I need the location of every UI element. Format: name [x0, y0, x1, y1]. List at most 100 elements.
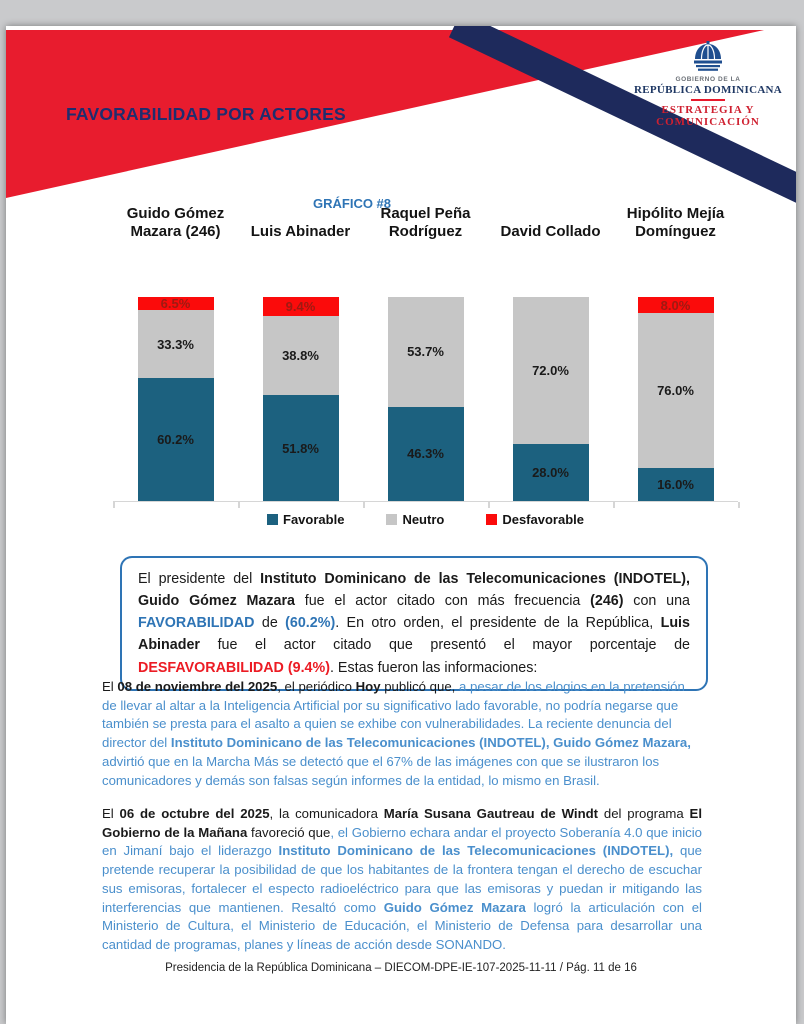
axis-tick	[113, 502, 115, 508]
legend-swatch	[386, 514, 398, 525]
body-paragraph-2: El 06 de octubre del 2025, la comunicado…	[102, 805, 702, 955]
bar-segment-favorable: 51.8%	[262, 395, 339, 501]
bar-value-label: 60.2%	[157, 432, 194, 448]
category-header: Raquel Peña Rodríguez	[380, 204, 471, 241]
chart-legend: Favorable Neutro Desfavorable	[113, 512, 738, 527]
category-header: Luis Abinader	[250, 223, 351, 241]
bar-segment-desfavorable: 9.4%	[262, 297, 339, 317]
text-segment: (246)	[590, 593, 624, 610]
text-segment: fue el actor citado que presentó el mayo…	[199, 637, 690, 654]
bar-segment-neutro: 38.8%	[262, 316, 339, 396]
logo-line-comunicacion: COMUNICACIÓN	[656, 116, 760, 129]
bar-segment-favorable: 46.3%	[387, 406, 464, 501]
logo-line-republica: REPÚBLICA DOMINICANA	[633, 84, 783, 97]
text-segment: María Susana Gautreau de Windt	[383, 806, 599, 821]
bar-column: 6.5% 33.3% 60.2%	[113, 297, 238, 501]
logo-red-divider	[691, 99, 725, 102]
x-axis	[113, 501, 740, 508]
document-page: FAVORABILIDAD POR ACTORES GOBIERNO DE LA…	[6, 26, 796, 1024]
bar-value-label: 53.7%	[407, 344, 444, 360]
text-segment: FAVORABILIDAD	[138, 615, 255, 632]
bar-segment-favorable: 28.0%	[512, 443, 589, 501]
logo-line-estrategia: ESTRATEGIA Y	[661, 104, 755, 117]
text-segment: El Gobierno de la Mañana	[102, 806, 702, 840]
text-segment: favoreció que	[247, 824, 331, 840]
text-segment: de	[254, 615, 286, 632]
bar-column: 9.4% 38.8% 51.8%	[238, 297, 363, 501]
category-header: Guido Gómez Mazara (246)	[126, 204, 225, 241]
bar-value-label: 28.0%	[532, 464, 569, 480]
stacked-bar-chart: 6.5% 33.3% 60.2% 9.4% 38.8% 51.8% 53.7% 46.3% 72…	[113, 297, 738, 501]
category-header: David Collado	[500, 223, 601, 241]
text-segment: fue el actor citado con más frecuencia	[294, 593, 591, 610]
text-segment: Guido Gómez Mazara	[383, 899, 526, 915]
legend-item-favorable: Favorable	[267, 512, 344, 527]
text-segment: El	[102, 679, 118, 694]
body-paragraph-1: El 08 de noviembre del 2025, el periódic…	[102, 678, 702, 790]
page-footer: Presidencia de la República Dominicana –…	[165, 962, 637, 974]
text-segment: . Estas fueron las informaciones:	[329, 659, 538, 676]
text-segment: , la comunicadora	[269, 806, 384, 821]
text-segment: 06 de octubre del 2025	[119, 806, 270, 821]
bar-segment-favorable: 60.2%	[137, 378, 214, 501]
summary-box: El presidente del Instituto Dominicano d…	[120, 556, 708, 691]
text-segment: El presidente del	[138, 571, 261, 587]
legend-label: Neutro	[402, 512, 445, 527]
axis-tick	[613, 502, 615, 508]
text-segment: advirtió que en la Marcha Más se detectó…	[102, 753, 660, 788]
axis-tick	[488, 502, 490, 508]
bar-segment-desfavorable: 6.5%	[137, 296, 214, 312]
logo-line-gobierno: GOBIERNO DE LA	[675, 76, 741, 83]
text-segment: , el periódico	[277, 679, 356, 694]
legend-label: Desfavorable	[502, 512, 584, 527]
bar-value-label: 33.3%	[157, 336, 194, 352]
axis-tick	[738, 502, 740, 508]
bar-segment-favorable: 16.0%	[637, 468, 714, 501]
legend-label: Favorable	[283, 512, 345, 527]
text-segment: con una	[623, 593, 690, 610]
legend-swatch	[267, 514, 279, 525]
text-segment: Instituto Dominicano de las Telecomunica…	[278, 843, 674, 859]
text-segment: Luis Abinader	[138, 615, 690, 654]
bar-column: 8.0% 76.0% 16.0%	[613, 297, 738, 501]
page-title: FAVORABILIDAD POR ACTORES	[66, 104, 346, 124]
government-logo: GOBIERNO DE LA REPÚBLICA DOMINICANA ESTR…	[618, 40, 796, 128]
bar-segment-neutro: 33.3%	[137, 310, 214, 379]
bar-value-label: 51.8%	[282, 440, 319, 456]
text-segment: 08 de noviembre del 2025	[117, 679, 278, 694]
text-segment: DESFAVORABILIDAD (9.4%)	[138, 659, 330, 676]
text-segment: . En otro orden, el presidente de la Rep…	[335, 615, 661, 632]
text-segment: a pesar de los elogios en la pretensión …	[102, 679, 685, 751]
chart-category-headers: Guido Gómez Mazara (246) Luis Abinader Raq…	[113, 194, 738, 242]
bar-value-label: 72.0%	[532, 362, 569, 378]
text-segment: Instituto Dominicano de las Telecomunica…	[170, 735, 691, 751]
bar-value-label: 46.3%	[407, 446, 444, 462]
axis-tick	[363, 502, 365, 508]
bars-row: 6.5% 33.3% 60.2% 9.4% 38.8% 51.8% 53.7% 46.3% 72…	[113, 297, 738, 501]
bar-segment-desfavorable: 8.0%	[637, 297, 714, 314]
bar-column: 72.0% 28.0%	[488, 297, 613, 501]
bar-segment-neutro: 76.0%	[637, 313, 714, 469]
bar-value-label: 8.0%	[660, 297, 691, 313]
text-segment: (60.2%)	[285, 615, 336, 632]
text-segment: El	[102, 806, 120, 821]
bar-segment-neutro: 72.0%	[512, 297, 589, 444]
text-segment: del programa	[598, 806, 690, 821]
text-segment: que pretende recuperar la posibilidad de…	[102, 843, 702, 915]
text-segment: Instituto Dominicano de las Telecomunica…	[138, 571, 690, 610]
dome-icon	[694, 41, 722, 71]
text-segment: , el Gobierno echara andar el proyecto S…	[102, 824, 702, 859]
text-segment: logró la articulación con el Ministerio …	[102, 899, 702, 953]
chart-number-label: GRÁFICO #8	[313, 196, 392, 211]
text-segment: publicó que,	[380, 679, 459, 694]
bar-value-label: 16.0%	[657, 477, 694, 493]
legend-item-desfavorable: Desfavorable	[486, 512, 584, 527]
legend-item-neutro: Neutro	[386, 512, 444, 527]
axis-tick	[238, 502, 240, 508]
bar-value-label: 6.5%	[160, 296, 191, 312]
text-segment: Hoy	[355, 679, 381, 694]
legend-swatch	[486, 514, 498, 525]
bar-segment-neutro: 53.7%	[387, 297, 464, 407]
bar-value-label: 76.0%	[657, 383, 694, 399]
